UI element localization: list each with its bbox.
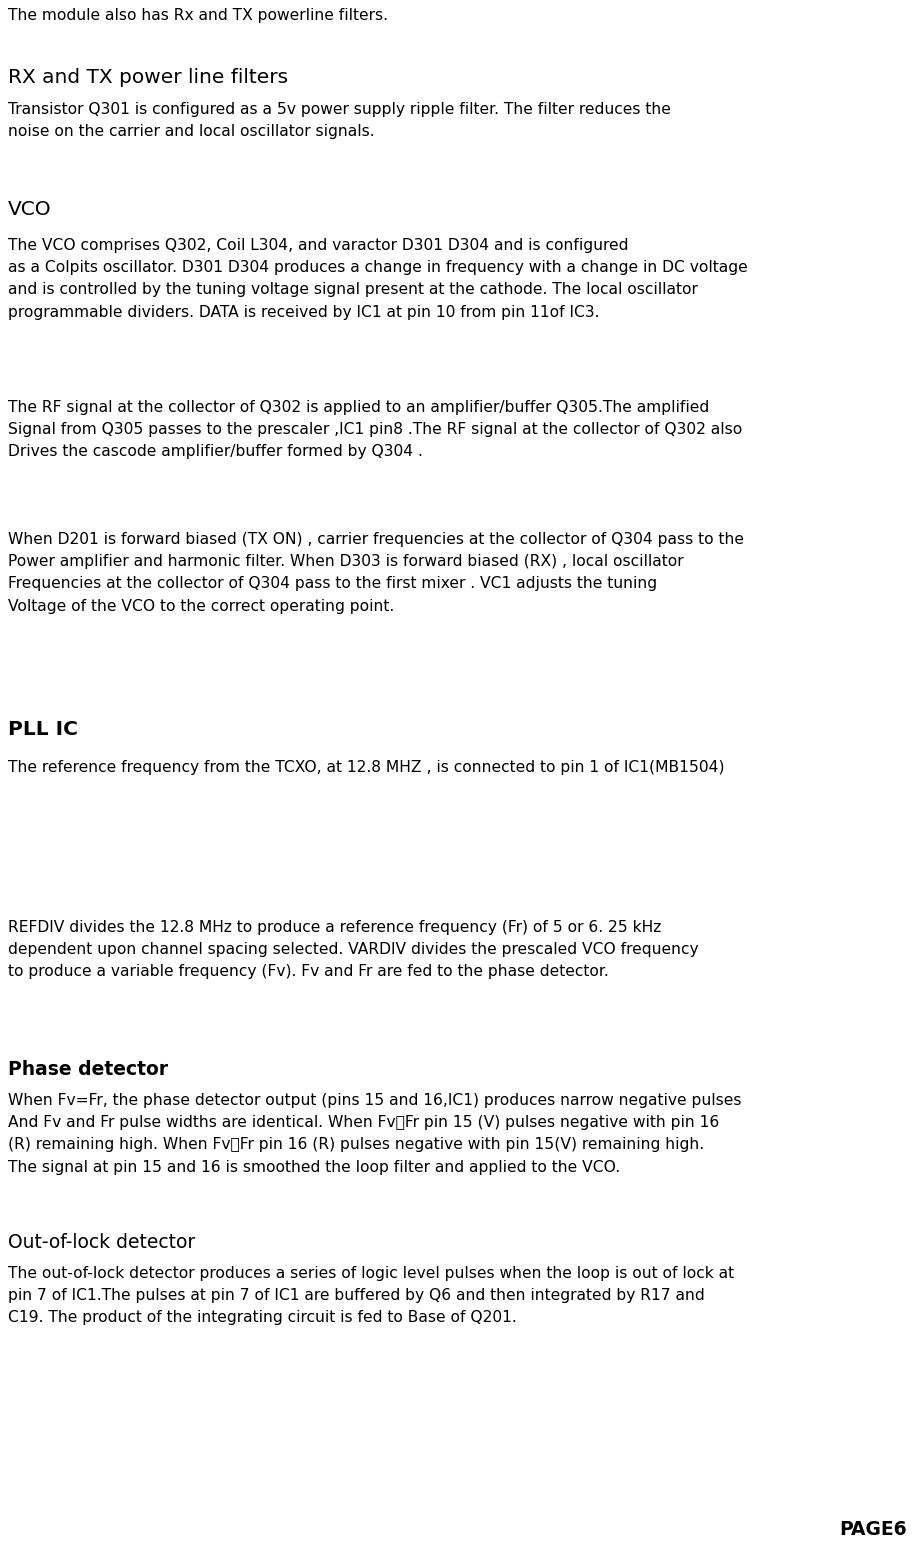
Text: Phase detector: Phase detector: [8, 1060, 168, 1078]
Text: When D201 is forward biased (TX ON) , carrier frequencies at the collector of Q3: When D201 is forward biased (TX ON) , ca…: [8, 532, 744, 613]
Text: REFDIV divides the 12.8 MHz to produce a reference frequency (Fr) of 5 or 6. 25 : REFDIV divides the 12.8 MHz to produce a…: [8, 920, 699, 979]
Text: The RF signal at the collector of Q302 is applied to an amplifier/buffer Q305.Th: The RF signal at the collector of Q302 i…: [8, 400, 742, 459]
Text: The VCO comprises Q302, Coil L304, and varactor D301 D304 and is configured
as a: The VCO comprises Q302, Coil L304, and v…: [8, 238, 748, 319]
Text: RX and TX power line filters: RX and TX power line filters: [8, 68, 288, 87]
Text: The reference frequency from the TCXO, at 12.8 MHZ , is connected to pin 1 of IC: The reference frequency from the TCXO, a…: [8, 759, 725, 775]
Text: When Fv=Fr, the phase detector output (pins 15 and 16,IC1) produces narrow negat: When Fv=Fr, the phase detector output (p…: [8, 1092, 741, 1175]
Text: VCO: VCO: [8, 201, 51, 219]
Text: The module also has Rx and TX powerline filters.: The module also has Rx and TX powerline …: [8, 8, 388, 23]
Text: Transistor Q301 is configured as a 5v power supply ripple filter. The filter red: Transistor Q301 is configured as a 5v po…: [8, 103, 671, 138]
Text: PAGE6: PAGE6: [839, 1520, 907, 1539]
Text: The out-of-lock detector produces a series of logic level pulses when the loop i: The out-of-lock detector produces a seri…: [8, 1267, 734, 1326]
Text: Out-of-lock detector: Out-of-lock detector: [8, 1232, 195, 1253]
Text: PLL IC: PLL IC: [8, 720, 78, 739]
